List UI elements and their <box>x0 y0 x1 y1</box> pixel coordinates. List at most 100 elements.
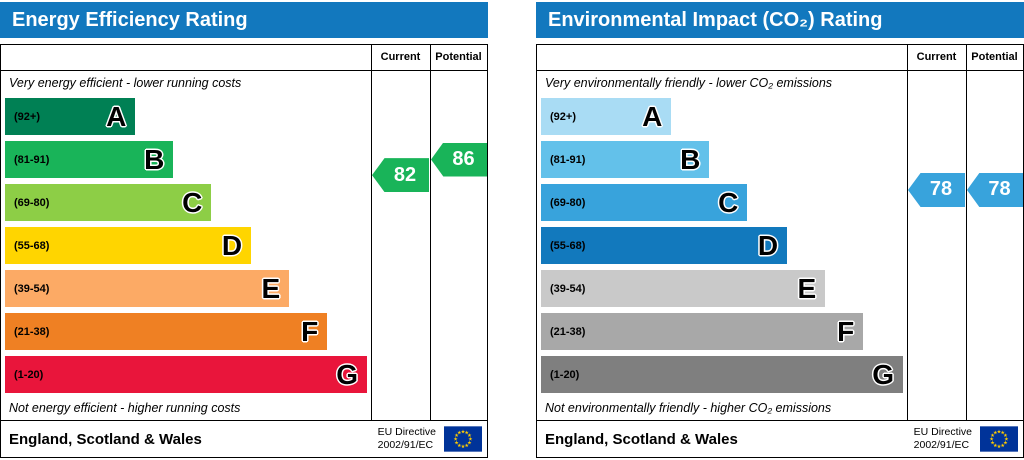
eu-flag-icon <box>980 426 1018 452</box>
panel-title-bar: Energy Efficiency Rating <box>0 2 488 38</box>
bottom-caption: Not energy efficient - higher running co… <box>9 401 241 415</box>
table-header: Current Potential <box>537 45 1023 71</box>
eu-directive-label: EU Directive 2002/91/EC <box>378 426 436 451</box>
column-divider <box>430 45 431 420</box>
potential-rating-arrow: 86 <box>431 142 487 177</box>
region-label: England, Scotland & Wales <box>545 430 738 448</box>
eu-flag-icon <box>444 426 482 452</box>
band-range: (55-68) <box>550 239 586 252</box>
rating-bands: (92+) A (81-91) B (69-80) C <box>541 95 903 396</box>
band-row: (1-20) G <box>541 353 903 396</box>
band-letter: E <box>797 272 817 304</box>
rating-table: Current Potential Very environmentally f… <box>536 44 1024 458</box>
rating-band: (1-20) G <box>541 356 903 393</box>
current-rating-arrow: 82 <box>372 158 429 193</box>
band-letter: F <box>301 315 319 347</box>
band-row: (92+) A <box>5 95 367 138</box>
potential-column-header: Potential <box>435 51 482 63</box>
band-row: (69-80) C <box>541 181 903 224</box>
band-letter: D <box>757 229 779 261</box>
current-rating-arrow: 78 <box>908 172 965 207</box>
eu-directive-line1: EU Directive <box>377 426 436 439</box>
current-column-header: Current <box>380 51 421 63</box>
band-letter: F <box>837 315 855 347</box>
band-row: (81-91) B <box>541 138 903 181</box>
panel-title: Environmental Impact (CO₂) Rating <box>548 9 883 31</box>
bottom-caption: Not environmentally friendly - higher CO… <box>545 401 832 415</box>
band-row: (55-68) D <box>5 224 367 267</box>
band-letter: A <box>106 100 127 132</box>
band-letter: A <box>642 100 663 132</box>
rating-band: (55-68) D <box>541 227 788 264</box>
rating-band: (92+) A <box>5 98 136 135</box>
column-divider <box>907 45 908 420</box>
potential-rating-value: 78 <box>988 178 1011 201</box>
band-range: (1-20) <box>550 368 580 381</box>
band-row: (39-54) E <box>541 267 903 310</box>
column-divider <box>371 45 372 420</box>
band-range: (81-91) <box>550 153 586 166</box>
band-row: (55-68) D <box>541 224 903 267</box>
band-row: (39-54) E <box>5 267 367 310</box>
band-range: (21-38) <box>14 325 50 338</box>
band-range: (69-80) <box>14 196 50 209</box>
band-range: (69-80) <box>550 196 586 209</box>
potential-column-header: Potential <box>971 51 1018 63</box>
band-letter: G <box>336 358 358 390</box>
rating-band: (21-38) F <box>5 313 328 350</box>
environmental-impact-panel: Environmental Impact (CO₂) Rating Curren… <box>536 2 1024 458</box>
band-range: (39-54) <box>14 282 50 295</box>
current-column-header: Current <box>916 51 957 63</box>
band-row: (21-38) F <box>541 310 903 353</box>
band-row: (69-80) C <box>5 181 367 224</box>
band-letter: D <box>221 229 243 261</box>
eu-directive-line1: EU Directive <box>913 426 972 439</box>
current-rating-value: 82 <box>393 163 417 186</box>
top-caption: Very environmentally friendly - lower CO… <box>545 76 833 90</box>
band-letter: E <box>261 272 281 304</box>
band-range: (1-20) <box>14 368 44 381</box>
rating-bands: (92+) A (81-91) B (69-80) C <box>5 95 367 396</box>
rating-band: (81-91) B <box>541 141 710 178</box>
rating-band: (39-54) E <box>5 270 290 307</box>
table-footer: England, Scotland & Wales EU Directive 2… <box>537 420 1023 457</box>
region-label: England, Scotland & Wales <box>9 430 202 448</box>
potential-rating-arrow: 78 <box>967 172 1023 207</box>
band-letter: C <box>718 186 739 218</box>
band-row: (81-91) B <box>5 138 367 181</box>
panel-title: Energy Efficiency Rating <box>12 9 248 31</box>
band-row: (1-20) G <box>5 353 367 396</box>
band-range: (55-68) <box>14 239 50 252</box>
band-letter: G <box>872 358 894 390</box>
band-letter: B <box>680 143 701 175</box>
band-range: (92+) <box>14 110 40 123</box>
band-range: (81-91) <box>14 153 50 166</box>
current-rating-value: 78 <box>929 178 953 201</box>
potential-rating-value: 86 <box>452 148 475 170</box>
panel-title-bar: Environmental Impact (CO₂) Rating <box>536 2 1024 38</box>
rating-band: (81-91) B <box>5 141 174 178</box>
band-letter: C <box>182 186 203 218</box>
band-row: (92+) A <box>541 95 903 138</box>
band-range: (92+) <box>550 110 576 123</box>
table-header: Current Potential <box>1 45 487 71</box>
rating-band: (69-80) C <box>5 184 212 221</box>
band-range: (21-38) <box>550 325 586 338</box>
column-divider <box>966 45 967 420</box>
eu-directive-line2: 2002/91/EC <box>377 439 434 451</box>
eu-directive-label: EU Directive 2002/91/EC <box>914 426 972 451</box>
rating-table: Current Potential Very energy efficient … <box>0 44 488 458</box>
table-footer: England, Scotland & Wales EU Directive 2… <box>1 420 487 457</box>
band-range: (39-54) <box>550 282 586 295</box>
rating-band: (39-54) E <box>541 270 826 307</box>
top-caption: Very energy efficient - lower running co… <box>9 76 242 90</box>
rating-band: (55-68) D <box>5 227 252 264</box>
energy-efficiency-panel: Energy Efficiency Rating Current Potenti… <box>0 2 488 458</box>
eu-directive-line2: 2002/91/EC <box>913 439 970 451</box>
rating-band: (69-80) C <box>541 184 748 221</box>
rating-band: (21-38) F <box>541 313 864 350</box>
rating-band: (1-20) G <box>5 356 367 393</box>
rating-band: (92+) A <box>541 98 672 135</box>
band-letter: B <box>144 143 165 175</box>
